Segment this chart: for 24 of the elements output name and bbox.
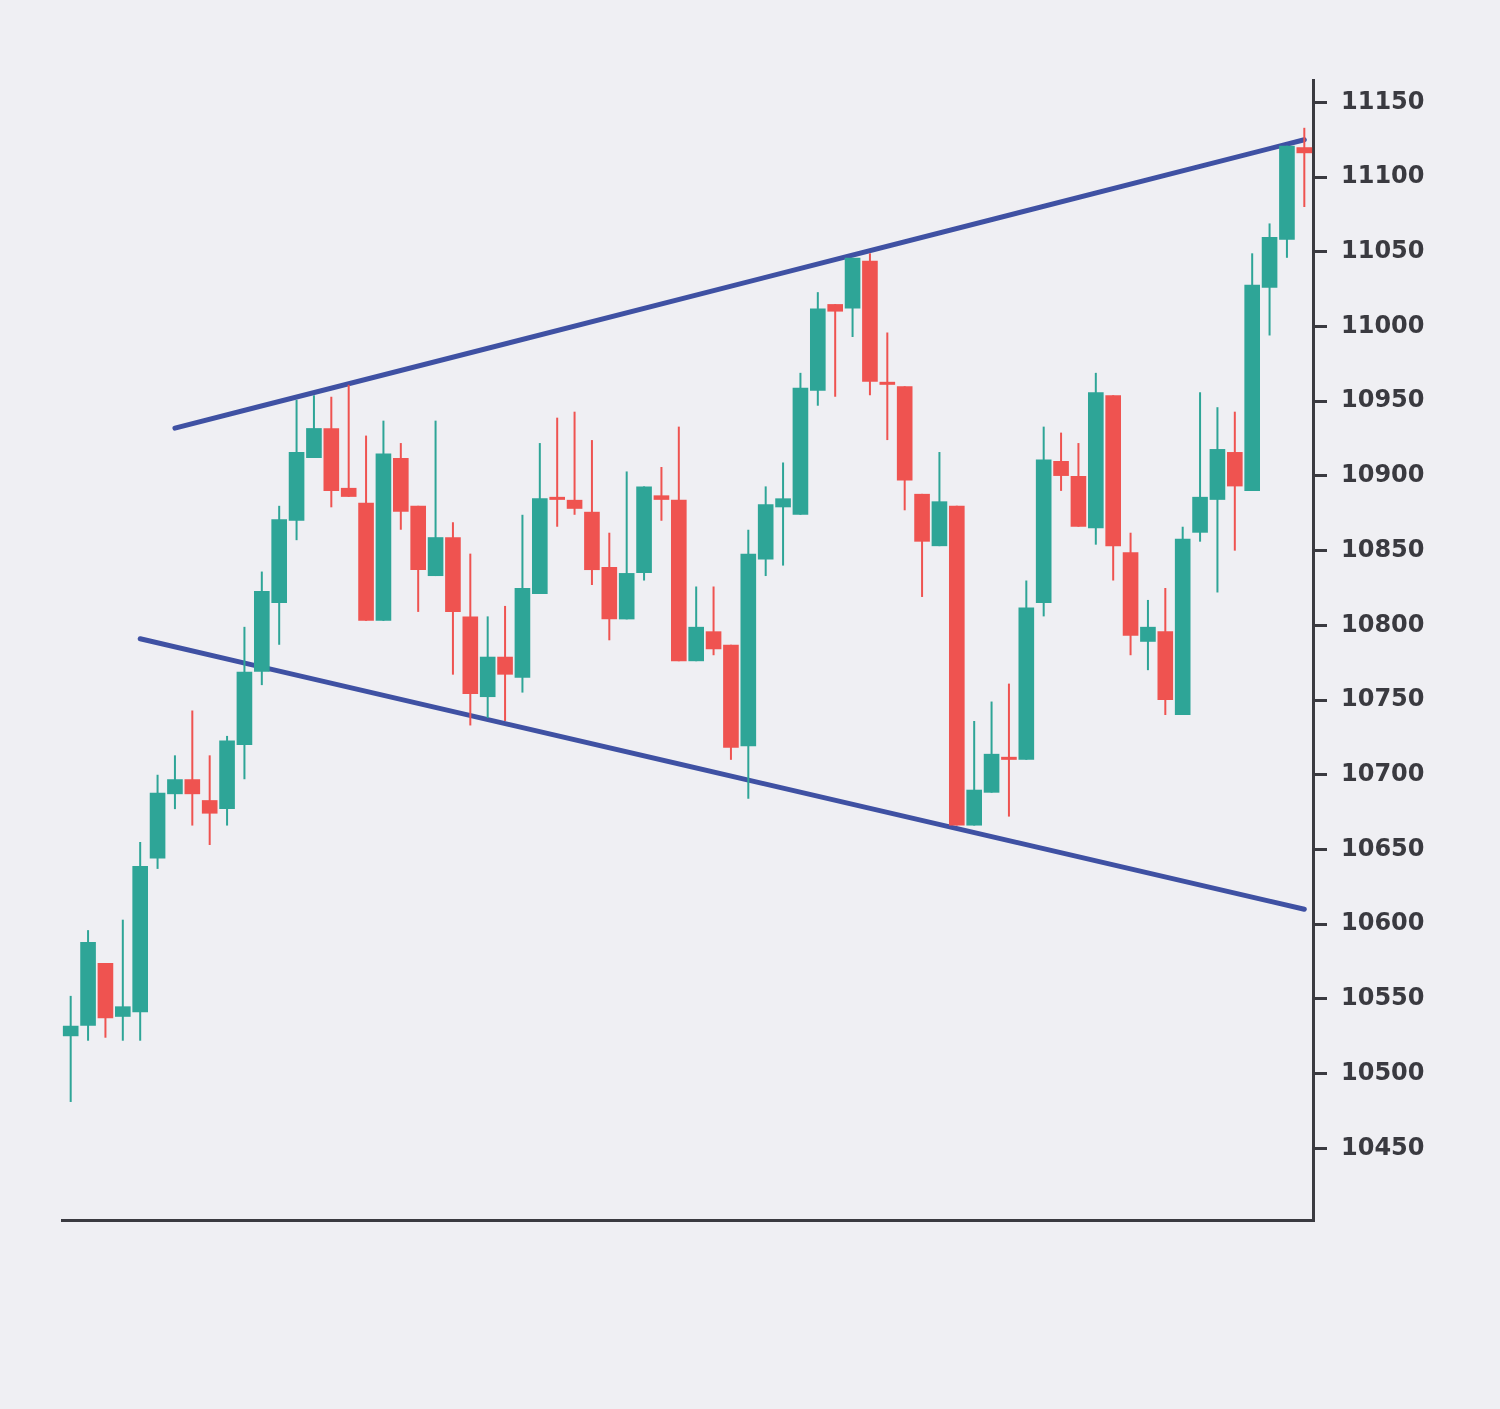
y-tick-label: 11050 (1341, 236, 1425, 265)
candlestick (827, 304, 844, 397)
candlestick (1296, 127, 1313, 207)
y-tick-label: 11000 (1341, 310, 1425, 339)
y-tick-label: 10550 (1341, 983, 1425, 1012)
y-tick-label: 11100 (1341, 161, 1425, 190)
candlestick (566, 411, 583, 515)
candlestick (549, 417, 566, 527)
y-tick-label: 10450 (1341, 1132, 1425, 1161)
candlestick (1001, 683, 1017, 817)
candlestick (62, 995, 79, 1102)
y-tick-label: 10750 (1341, 684, 1425, 713)
y-tick-label: 10850 (1341, 534, 1425, 563)
candlestick (340, 384, 357, 497)
candlestick (879, 332, 896, 441)
y-tick-label: 11150 (1341, 86, 1425, 115)
y-tick-label: 10900 (1341, 460, 1425, 489)
y-tick-label: 10500 (1341, 1057, 1425, 1086)
candlestick (653, 466, 670, 521)
y-tick-label: 10950 (1341, 385, 1425, 414)
y-tick-label: 10700 (1341, 758, 1425, 787)
y-tick-label: 10800 (1341, 609, 1425, 638)
y-tick-label: 10650 (1341, 833, 1425, 862)
y-tick-label: 10600 (1341, 908, 1425, 937)
